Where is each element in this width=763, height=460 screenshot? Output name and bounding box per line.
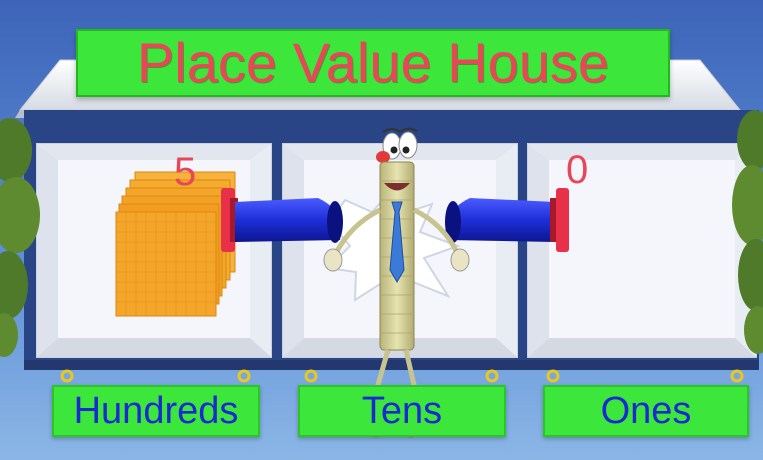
sign-hooks bbox=[60, 369, 744, 383]
right-tree-icon bbox=[732, 110, 763, 354]
right-arm-clamp bbox=[445, 188, 569, 252]
hundred-blocks-icon bbox=[115, 171, 236, 317]
page-title: Place Value House bbox=[136, 31, 610, 94]
label-sign-hundreds: Hundreds bbox=[52, 385, 260, 437]
hundreds-digit: 5 bbox=[174, 150, 197, 194]
label-sign-ones: Ones bbox=[543, 385, 749, 437]
label-tens: Tens bbox=[361, 390, 443, 432]
label-hundreds: Hundreds bbox=[73, 390, 239, 432]
label-ones: Ones bbox=[600, 390, 692, 432]
ones-digit: 0 bbox=[566, 148, 589, 192]
label-sign-tens: Tens bbox=[298, 385, 506, 437]
title-banner: Place Value House bbox=[76, 29, 670, 97]
left-tree-icon bbox=[0, 118, 40, 357]
left-arm-clamp bbox=[221, 188, 343, 252]
